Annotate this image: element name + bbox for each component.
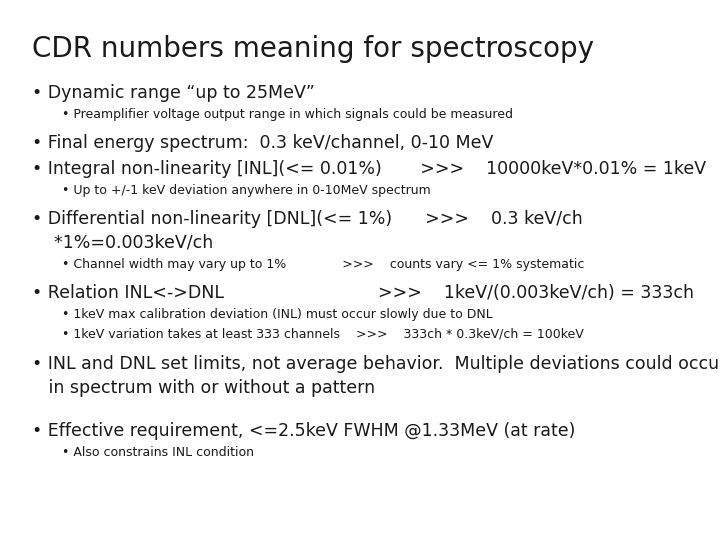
Text: *1%=0.003keV/ch: *1%=0.003keV/ch (32, 233, 214, 251)
Text: • Relation INL<->DNL                            >>>    1keV/(0.003keV/ch) = 333c: • Relation INL<->DNL >>> 1keV/(0.003keV/… (32, 284, 694, 302)
Text: • Effective requirement, <=2.5keV FWHM @1.33MeV (at rate): • Effective requirement, <=2.5keV FWHM @… (32, 422, 576, 440)
Text: • Dynamic range “up to 25MeV”: • Dynamic range “up to 25MeV” (32, 84, 315, 102)
Text: in spectrum with or without a pattern: in spectrum with or without a pattern (32, 379, 376, 397)
Text: • Final energy spectrum:  0.3 keV/channel, 0-10 MeV: • Final energy spectrum: 0.3 keV/channel… (32, 134, 494, 152)
Text: CDR numbers meaning for spectroscopy: CDR numbers meaning for spectroscopy (32, 35, 595, 63)
Text: • INL and DNL set limits, not average behavior.  Multiple deviations could occur: • INL and DNL set limits, not average be… (32, 355, 720, 373)
Text: • Integral non-linearity [INL](<= 0.01%)       >>>    10000keV*0.01% = 1keV: • Integral non-linearity [INL](<= 0.01%)… (32, 160, 706, 178)
Text: • Preamplifier voltage output range in which signals could be measured: • Preamplifier voltage output range in w… (54, 108, 513, 121)
Text: • Also constrains INL condition: • Also constrains INL condition (54, 446, 254, 459)
Text: • Up to +/-1 keV deviation anywhere in 0-10MeV spectrum: • Up to +/-1 keV deviation anywhere in 0… (54, 184, 431, 197)
Text: • Channel width may vary up to 1%              >>>    counts vary <= 1% systemat: • Channel width may vary up to 1% >>> co… (54, 258, 585, 271)
Text: • 1keV variation takes at least 333 channels    >>>    333ch * 0.3keV/ch = 100ke: • 1keV variation takes at least 333 chan… (54, 328, 584, 341)
Text: • Differential non-linearity [DNL](<= 1%)      >>>    0.3 keV/ch: • Differential non-linearity [DNL](<= 1%… (32, 210, 583, 227)
Text: • 1keV max calibration deviation (INL) must occur slowly due to DNL: • 1keV max calibration deviation (INL) m… (54, 308, 492, 321)
